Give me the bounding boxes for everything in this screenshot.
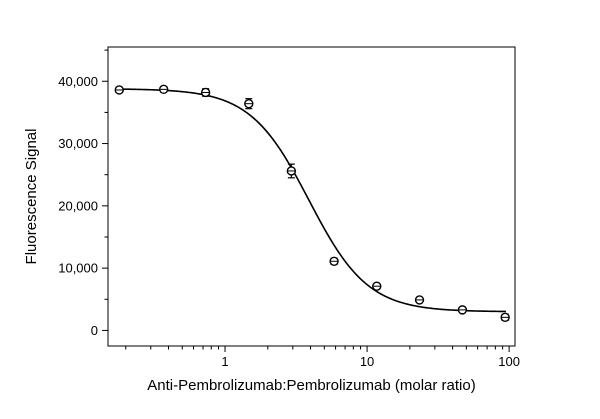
- fit-curve: [119, 88, 506, 313]
- y-axis-title: Fluorescence Signal: [23, 129, 40, 265]
- data-point: [158, 84, 169, 95]
- plot-frame: [107, 46, 516, 347]
- plot-border: [107, 46, 516, 347]
- data-point: [200, 87, 211, 98]
- y-tick-label: 40,000: [58, 74, 98, 89]
- x-tick-label: 10: [360, 354, 374, 369]
- fit-curve-layer: [119, 88, 506, 313]
- x-tick-label: 1: [221, 354, 228, 369]
- data-point: [414, 295, 425, 305]
- y-axis-ticks: 0 10,000 20,000 30,000 40,000: [58, 49, 108, 338]
- x-axis-title: Anti-Pembrolizumab:Pembrolizumab (molar …: [147, 377, 475, 394]
- data-point: [114, 85, 124, 95]
- data-point: [286, 163, 297, 179]
- y-tick-label: 10,000: [58, 261, 98, 276]
- data-point: [329, 256, 339, 266]
- data-point: [372, 281, 382, 291]
- y-tick-label: 30,000: [58, 136, 98, 151]
- data-point: [244, 98, 254, 110]
- data-points-layer: [114, 84, 510, 323]
- data-point: [500, 312, 510, 323]
- data-point: [457, 305, 468, 315]
- y-tick-label: 20,000: [58, 198, 98, 213]
- x-axis-ticks: 1 10 100: [125, 346, 520, 369]
- x-tick-label: 100: [498, 354, 520, 369]
- y-tick-label: 0: [91, 323, 98, 338]
